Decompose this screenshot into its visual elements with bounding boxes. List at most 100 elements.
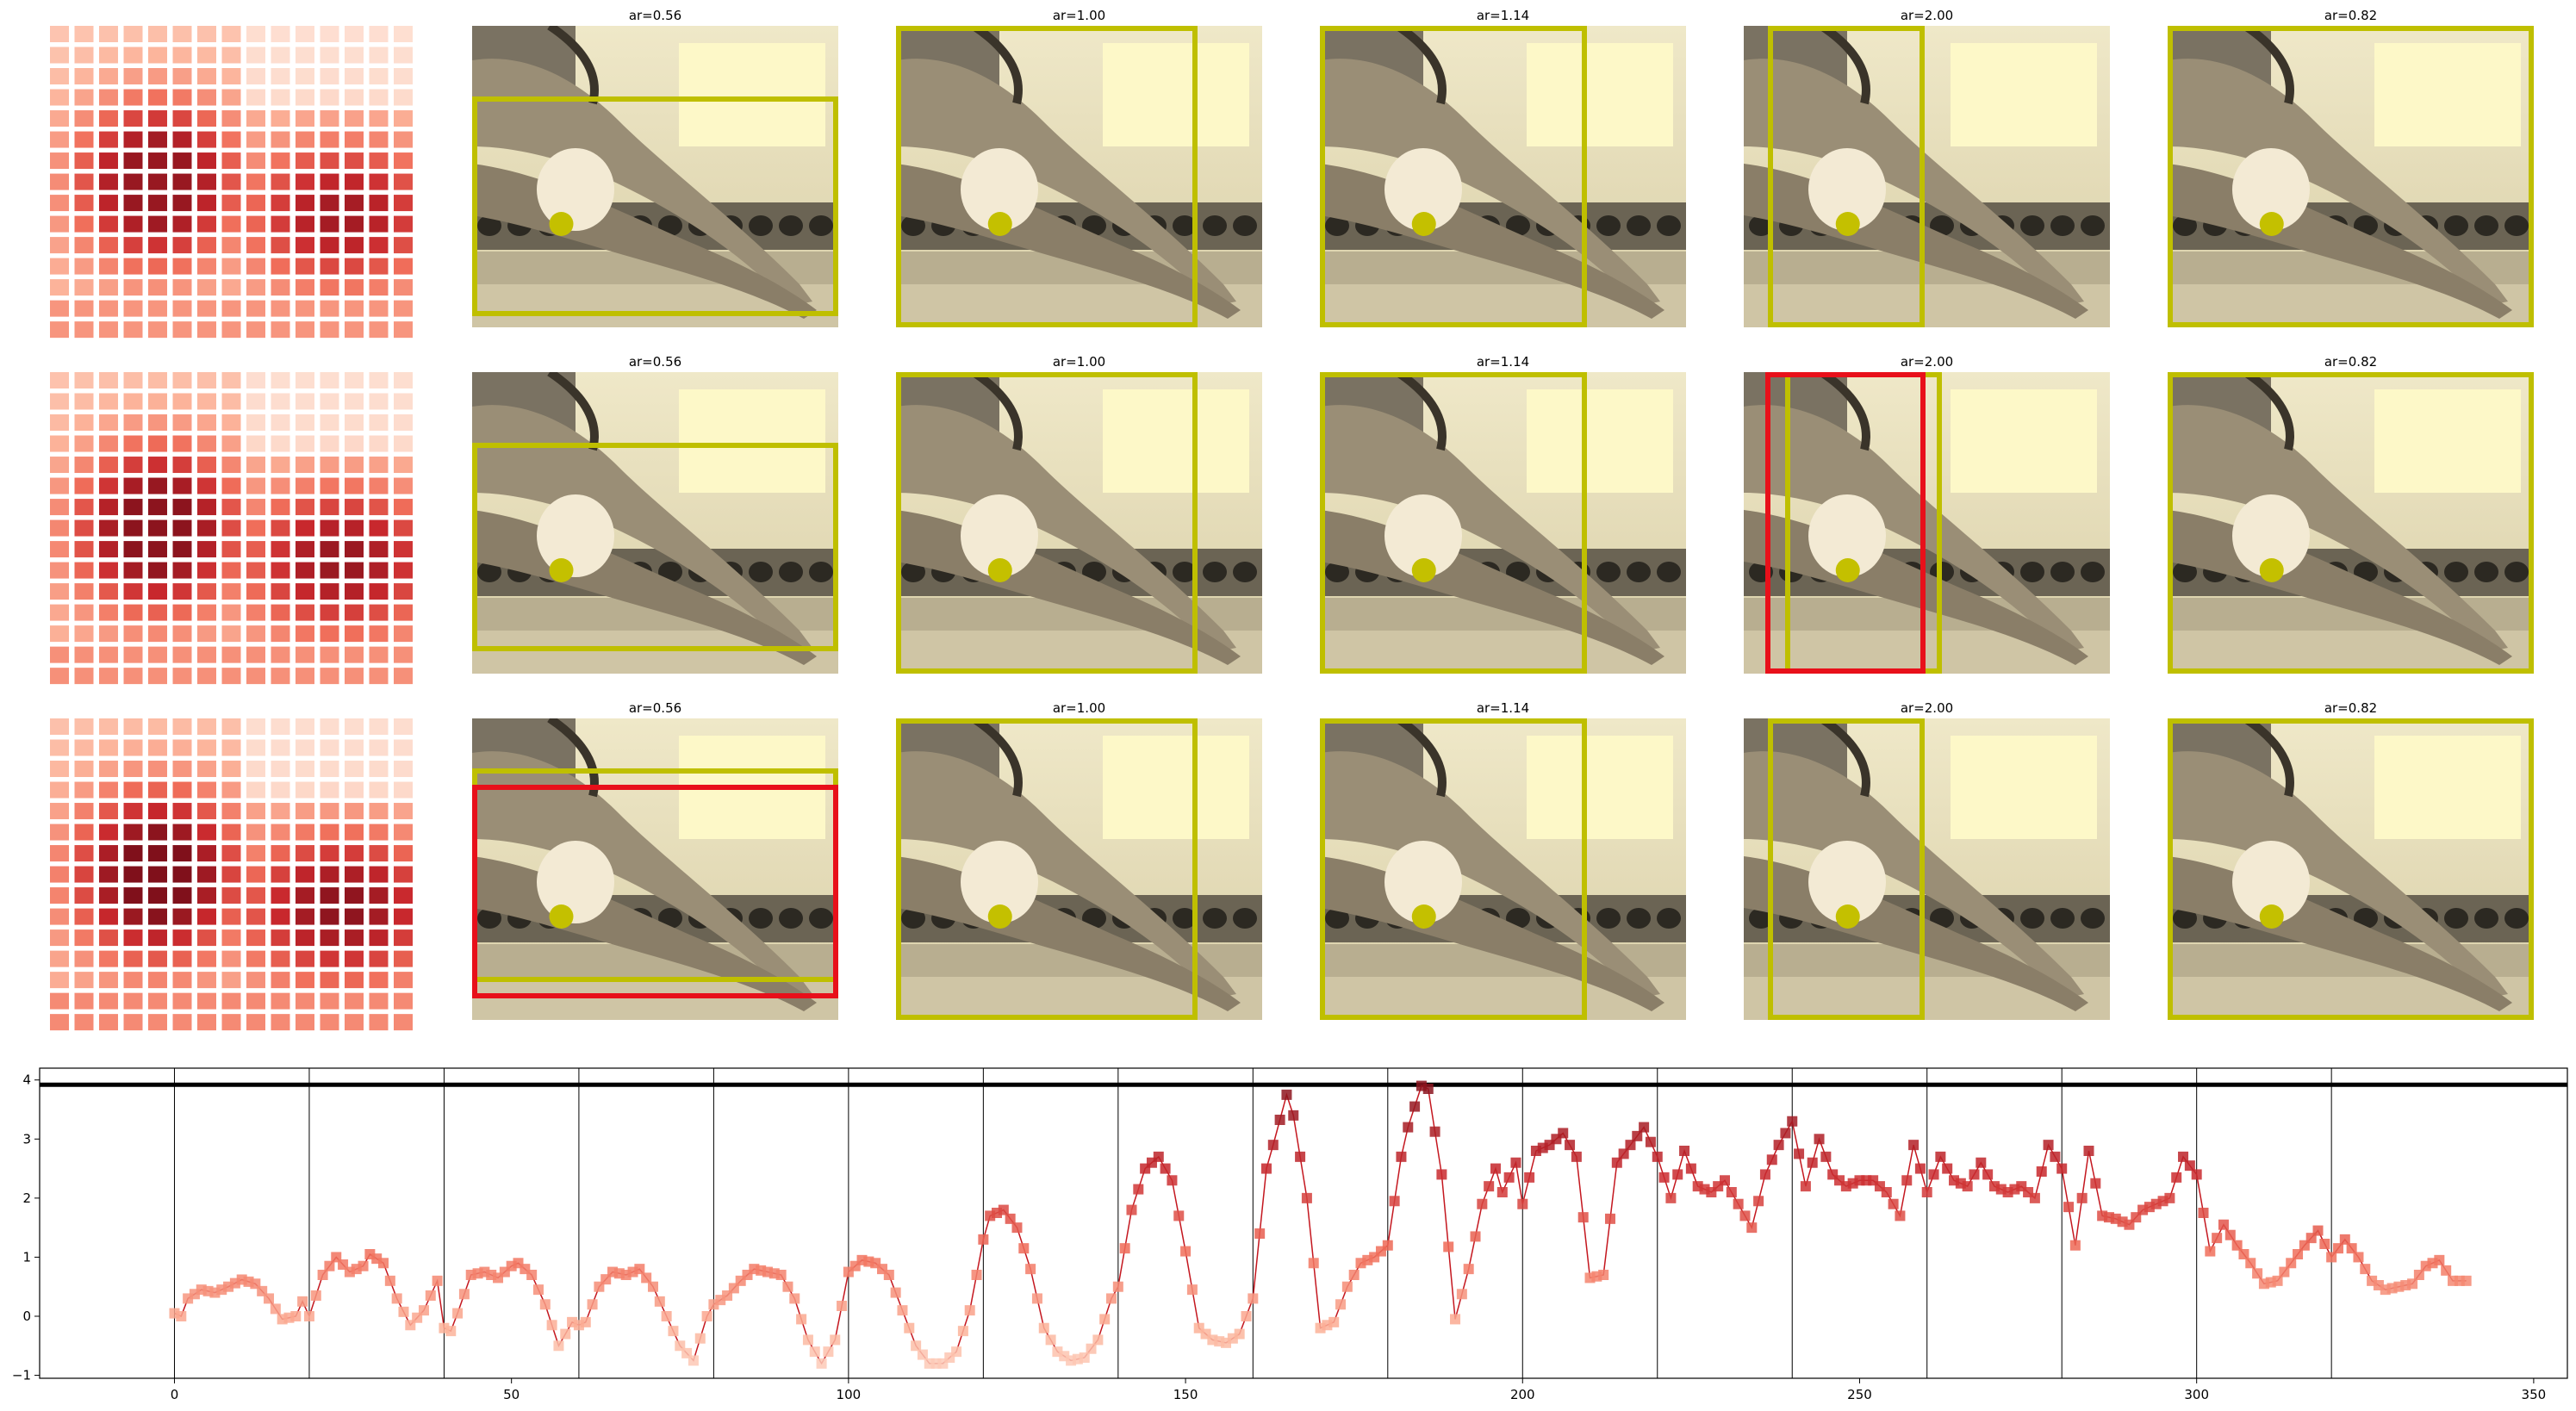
heatmap-cell: [172, 68, 192, 85]
heatmap-cell: [197, 215, 216, 233]
heatmap-cell: [246, 604, 265, 621]
heatmap-cell: [172, 477, 192, 494]
swimmer-photo-icon: [1320, 372, 1686, 674]
y-tick-label: 2: [22, 1190, 31, 1206]
heatmap-cell: [148, 237, 167, 254]
heatmap-cell: [74, 866, 94, 883]
data-point-marker: [1794, 1148, 1805, 1159]
heatmap-cell: [221, 131, 241, 148]
data-point-marker: [1167, 1175, 1178, 1186]
data-point-marker: [1665, 1192, 1677, 1203]
heatmap-cell: [345, 761, 364, 778]
heatmap-cell: [172, 866, 192, 883]
heatmap-cell: [369, 215, 389, 233]
heatmap-cell: [246, 173, 265, 190]
heatmap-cell: [99, 562, 118, 579]
heatmap-cell: [221, 929, 241, 947]
data-point-marker: [2231, 1240, 2243, 1251]
data-point-marker: [1914, 1163, 1926, 1174]
heatmap-cell: [197, 26, 216, 42]
data-point-marker: [2272, 1275, 2283, 1286]
heatmap-cell: [221, 89, 241, 106]
heatmap-cell: [99, 195, 118, 212]
data-point-marker: [1888, 1198, 1899, 1209]
heatmap-cell: [320, 781, 339, 799]
heatmap-cell: [172, 972, 192, 989]
data-point-marker: [2360, 1264, 2371, 1275]
data-point-marker: [324, 1260, 335, 1271]
data-point-marker: [2218, 1219, 2229, 1230]
data-point-marker: [1086, 1343, 1097, 1354]
data-point-marker: [2312, 1225, 2324, 1236]
keypoint-marker: [2259, 558, 2284, 582]
data-point-marker: [1746, 1222, 1758, 1234]
heatmap-cell: [50, 477, 69, 494]
heatmap-cell: [296, 47, 314, 64]
heatmap-cell: [320, 89, 339, 106]
data-point-marker: [1604, 1213, 1615, 1224]
data-point-marker: [587, 1299, 598, 1310]
heatmap-cell: [271, 803, 290, 820]
heatmap-cell: [197, 414, 216, 432]
heatmap-cell: [394, 258, 413, 275]
heatmap-cell: [345, 215, 364, 233]
heatmap-cell: [394, 972, 413, 989]
heatmap-cell: [345, 824, 364, 841]
heatmap-cell: [246, 541, 265, 558]
heatmap-cell: [271, 562, 290, 579]
data-point-marker: [1477, 1198, 1488, 1209]
heatmap-cell: [221, 668, 241, 685]
data-point-marker: [1942, 1163, 1953, 1174]
heatmap-cell: [148, 519, 167, 537]
heatmap-cell: [99, 646, 118, 663]
data-point-marker: [911, 1340, 922, 1352]
data-point-marker: [1901, 1175, 1913, 1186]
heatmap-cell: [394, 739, 413, 756]
heatmap-cell: [394, 152, 413, 170]
heatmap-cell: [221, 761, 241, 778]
heatmap-cell: [148, 824, 167, 841]
heatmap-cell: [123, 929, 143, 947]
data-point-marker: [303, 1311, 314, 1321]
heatmap-cell: [345, 604, 364, 621]
heatmap-cell: [369, 372, 389, 388]
keypoint-marker: [987, 558, 1012, 582]
data-point-marker: [1301, 1192, 1312, 1203]
heatmap-cell: [123, 604, 143, 621]
heatmap-cell: [296, 803, 314, 820]
data-point-marker: [2407, 1278, 2418, 1290]
heatmap-cell: [172, 950, 192, 967]
data-point-marker: [2238, 1249, 2249, 1259]
heatmap-cell: [74, 237, 94, 254]
heatmap-cell: [99, 519, 118, 537]
data-point-marker: [580, 1316, 591, 1327]
x-tick-label: 100: [837, 1387, 862, 1402]
heatmap-cell: [394, 435, 413, 452]
heatmap-cell: [246, 26, 265, 42]
heatmap-cell: [74, 887, 94, 904]
heatmap-cell: [197, 908, 216, 925]
heatmap-cell: [345, 300, 364, 317]
data-point-marker: [2036, 1166, 2047, 1177]
heatmap-cell: [50, 435, 69, 452]
heatmap-cell: [123, 781, 143, 799]
heatmap-cell: [296, 372, 314, 388]
heatmap-cell: [50, 972, 69, 989]
data-point-marker: [890, 1287, 901, 1298]
data-point-marker: [526, 1270, 538, 1280]
data-point-marker: [1341, 1281, 1353, 1292]
x-tick-label: 200: [1510, 1387, 1535, 1402]
swimmer-photo-icon: [896, 718, 1262, 1020]
heatmap-cell: [369, 152, 389, 170]
image-panel: ar=1.00: [896, 8, 1262, 327]
heatmap-cell: [172, 393, 192, 410]
heatmap-cell: [369, 68, 389, 85]
heatmap-cell: [172, 824, 192, 841]
heatmap-cell: [221, 908, 241, 925]
heatmap-cell: [246, 781, 265, 799]
data-point-marker: [2441, 1265, 2452, 1276]
data-point-marker: [1382, 1240, 1393, 1251]
heatmap-cell: [50, 625, 69, 643]
heatmap-cell: [197, 972, 216, 989]
heatmap-cell: [123, 372, 143, 388]
